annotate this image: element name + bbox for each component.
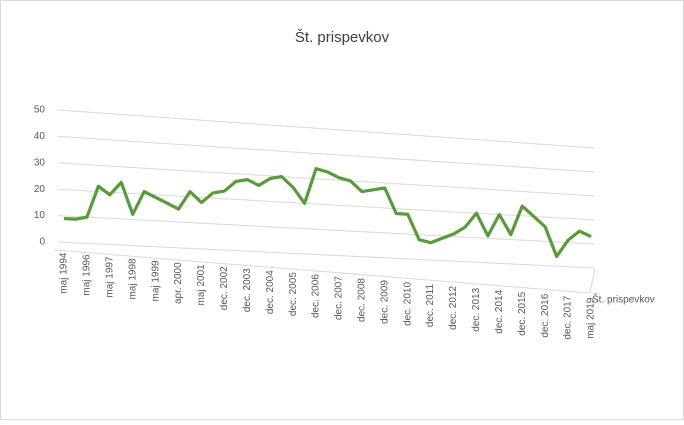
x-tick-label: maj 1999 — [150, 260, 161, 302]
x-tick-label: maj 1998 — [127, 258, 138, 300]
x-tick-label: dec. 2007 — [334, 276, 345, 320]
grid-line — [57, 215, 596, 245]
x-tick-label: dec. 2009 — [379, 280, 390, 324]
y-tick-label: 30 — [34, 157, 46, 168]
x-tick-label: dec. 2010 — [402, 282, 413, 326]
x-tick-label: dec. 2008 — [357, 278, 368, 322]
x-tick-label: maj 1996 — [82, 254, 93, 296]
x-tick-label: apr. 2000 — [173, 262, 184, 304]
x-tick-label: dec. 2006 — [311, 274, 322, 318]
grid-line — [57, 109, 596, 149]
x-tick-label: dec. 2012 — [448, 285, 459, 329]
y-tick-label: 40 — [34, 131, 46, 142]
x-tick-label: maj 2019 — [586, 297, 597, 339]
grid-line — [57, 162, 596, 197]
chart-title: Št. prispevkov — [295, 29, 390, 46]
grid-line — [57, 241, 596, 269]
x-tick-label: dec. 2016 — [540, 293, 551, 337]
y-tick-label: 20 — [34, 184, 46, 195]
x-tick-label: dec. 2013 — [471, 287, 482, 331]
floor-side — [589, 267, 596, 294]
x-tick-label: maj 1997 — [104, 256, 115, 298]
x-tick-label: maj 1994 — [59, 252, 70, 294]
x-tick-label: dec. 2004 — [265, 270, 276, 314]
x-tick-label: dec. 2014 — [494, 289, 505, 333]
x-tick-label: dec. 2017 — [563, 295, 574, 339]
x-tick-label: dec. 2005 — [288, 272, 299, 316]
x-tick-label: dec. 2011 — [425, 283, 436, 327]
y-tick-label: 10 — [34, 210, 46, 221]
series-line — [63, 167, 592, 259]
x-tick-label: dec. 2003 — [242, 268, 253, 312]
x-tick-label: dec. 2002 — [219, 266, 230, 310]
y-tick-label: 50 — [34, 105, 46, 116]
series-axis-label: Št. prispevkov — [592, 293, 655, 306]
y-tick-label: 0 — [39, 237, 45, 248]
floor-edge — [53, 249, 591, 294]
x-tick-label: maj 2001 — [196, 264, 207, 306]
grid-line — [57, 135, 596, 173]
x-tick-label: dec. 2015 — [517, 291, 528, 335]
